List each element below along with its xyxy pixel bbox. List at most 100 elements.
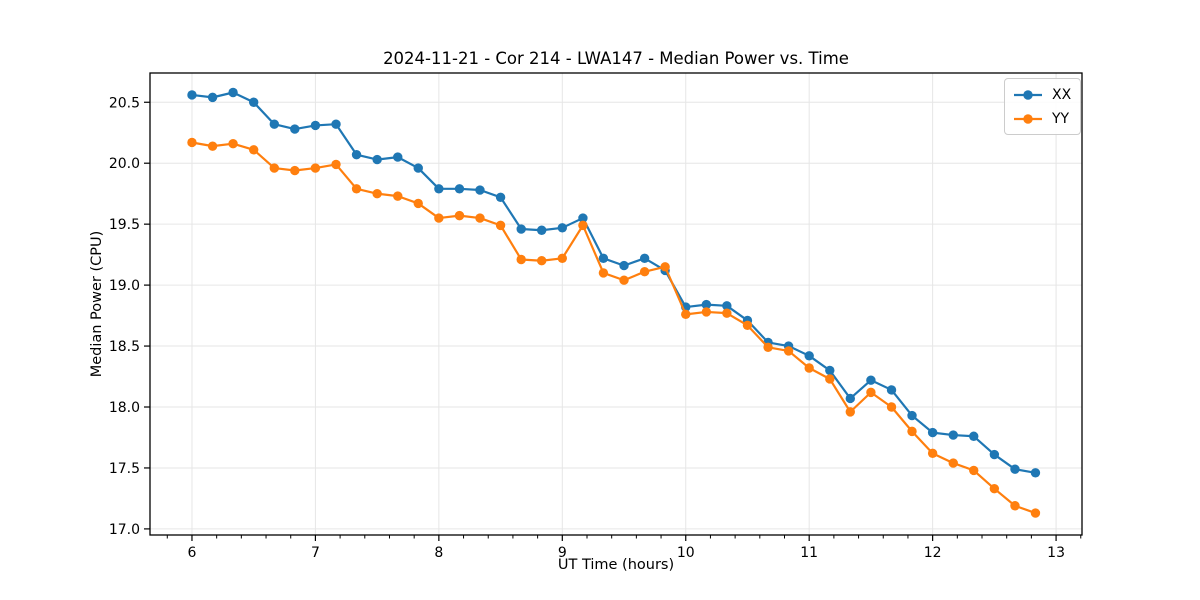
data-point-YY [187, 137, 197, 148]
data-point-YY [475, 213, 485, 223]
legend-label-YY: YY [1052, 110, 1070, 127]
data-point-YY [866, 387, 876, 398]
data-point-XX [413, 163, 423, 173]
data-point-YY [393, 191, 403, 201]
data-point-YY [413, 198, 423, 209]
y-tick-label: 17.0 [109, 522, 140, 538]
data-point-XX [907, 410, 917, 421]
legend-marker-YY [1014, 113, 1042, 124]
data-point-XX [948, 430, 958, 440]
legend-item-XX: XX [1012, 83, 1071, 106]
legend-marker-XX [1014, 89, 1042, 100]
y-tick-label: 19.0 [109, 278, 140, 294]
data-point-YY [1030, 508, 1041, 518]
data-point-XX [845, 393, 855, 404]
data-point-YY [701, 307, 712, 317]
data-point-YY [907, 426, 917, 437]
data-point-YY [516, 254, 526, 265]
data-point-XX [310, 120, 321, 131]
data-point-XX [393, 152, 403, 162]
data-point-XX [207, 92, 218, 103]
data-point-YY [454, 210, 465, 221]
legend-label-XX: XX [1052, 86, 1072, 103]
data-point-YY [269, 163, 280, 173]
data-point-YY [825, 374, 835, 384]
data-point-XX [372, 154, 382, 165]
data-point-YY [310, 163, 321, 173]
data-point-YY [372, 188, 382, 199]
data-point-XX [495, 192, 506, 203]
y-tick-label: 18.5 [109, 339, 140, 355]
data-point-XX [886, 385, 897, 395]
data-point-XX [454, 184, 465, 194]
data-point-YY [742, 320, 753, 331]
data-point-XX [228, 87, 238, 98]
series-line-YY [191, 141, 1036, 515]
data-point-XX [639, 253, 650, 263]
legend: XX YY [1004, 78, 1082, 135]
data-point-XX [351, 149, 362, 160]
data-point-YY [351, 184, 362, 194]
data-point-YY [495, 220, 506, 231]
data-point-XX [1030, 468, 1041, 478]
y-tick-label: 17.5 [109, 461, 140, 477]
data-point-YY [989, 483, 1000, 494]
data-point-XX [269, 119, 280, 129]
data-point-YY [434, 213, 444, 223]
data-point-XX [804, 351, 814, 361]
data-point-XX [825, 365, 835, 376]
data-point-XX [290, 124, 300, 134]
x-tick-label: 11 [800, 545, 818, 561]
data-point-XX [969, 431, 979, 441]
x-tick-label: 12 [924, 545, 942, 561]
data-point-XX [557, 223, 568, 233]
data-point-YY [722, 308, 732, 318]
data-point-XX [619, 260, 629, 271]
data-point-YY [927, 448, 938, 459]
data-point-YY [248, 145, 259, 155]
data-point-XX [331, 119, 341, 129]
data-point-XX [434, 184, 444, 194]
data-point-YY [290, 165, 300, 176]
data-point-XX [1010, 464, 1020, 474]
data-point-YY [557, 253, 568, 263]
data-point-XX [536, 225, 547, 235]
data-point-YY [969, 465, 979, 476]
x-axis-label: UT Time (hours) [557, 557, 675, 573]
data-point-XX [722, 301, 732, 311]
data-point-YY [845, 407, 855, 417]
y-tick-label: 20.5 [109, 95, 140, 111]
y-tick-label: 20.0 [109, 156, 140, 172]
x-tick-label: 13 [1047, 545, 1065, 561]
data-point-YY [598, 268, 609, 278]
data-point-YY [619, 275, 629, 285]
x-tick-label: 7 [311, 545, 320, 561]
data-point-XX [701, 299, 712, 310]
data-point-XX [516, 224, 526, 234]
data-point-YY [639, 266, 650, 277]
data-point-YY [681, 309, 691, 320]
plot-frame [149, 72, 1083, 536]
legend-item-YY: YY [1012, 107, 1071, 130]
data-point-XX [598, 253, 609, 263]
data-point-YY [578, 220, 588, 231]
data-point-XX [475, 185, 485, 195]
data-point-YY [763, 342, 773, 352]
x-tick-label: 6 [188, 545, 197, 561]
data-point-XX [187, 90, 197, 100]
data-point-XX [927, 427, 938, 438]
y-axis-label: Median Power (CPU) [89, 230, 105, 378]
data-point-YY [331, 159, 341, 170]
y-tick-label: 19.5 [109, 217, 140, 233]
data-point-YY [536, 256, 547, 266]
data-point-XX [248, 97, 259, 107]
data-point-XX [578, 213, 588, 223]
data-point-YY [1010, 501, 1020, 511]
x-tick-label: 10 [677, 545, 695, 561]
data-point-YY [948, 458, 958, 468]
data-point-YY [228, 139, 238, 149]
data-point-YY [886, 402, 897, 412]
y-tick-label: 18.0 [109, 400, 140, 416]
